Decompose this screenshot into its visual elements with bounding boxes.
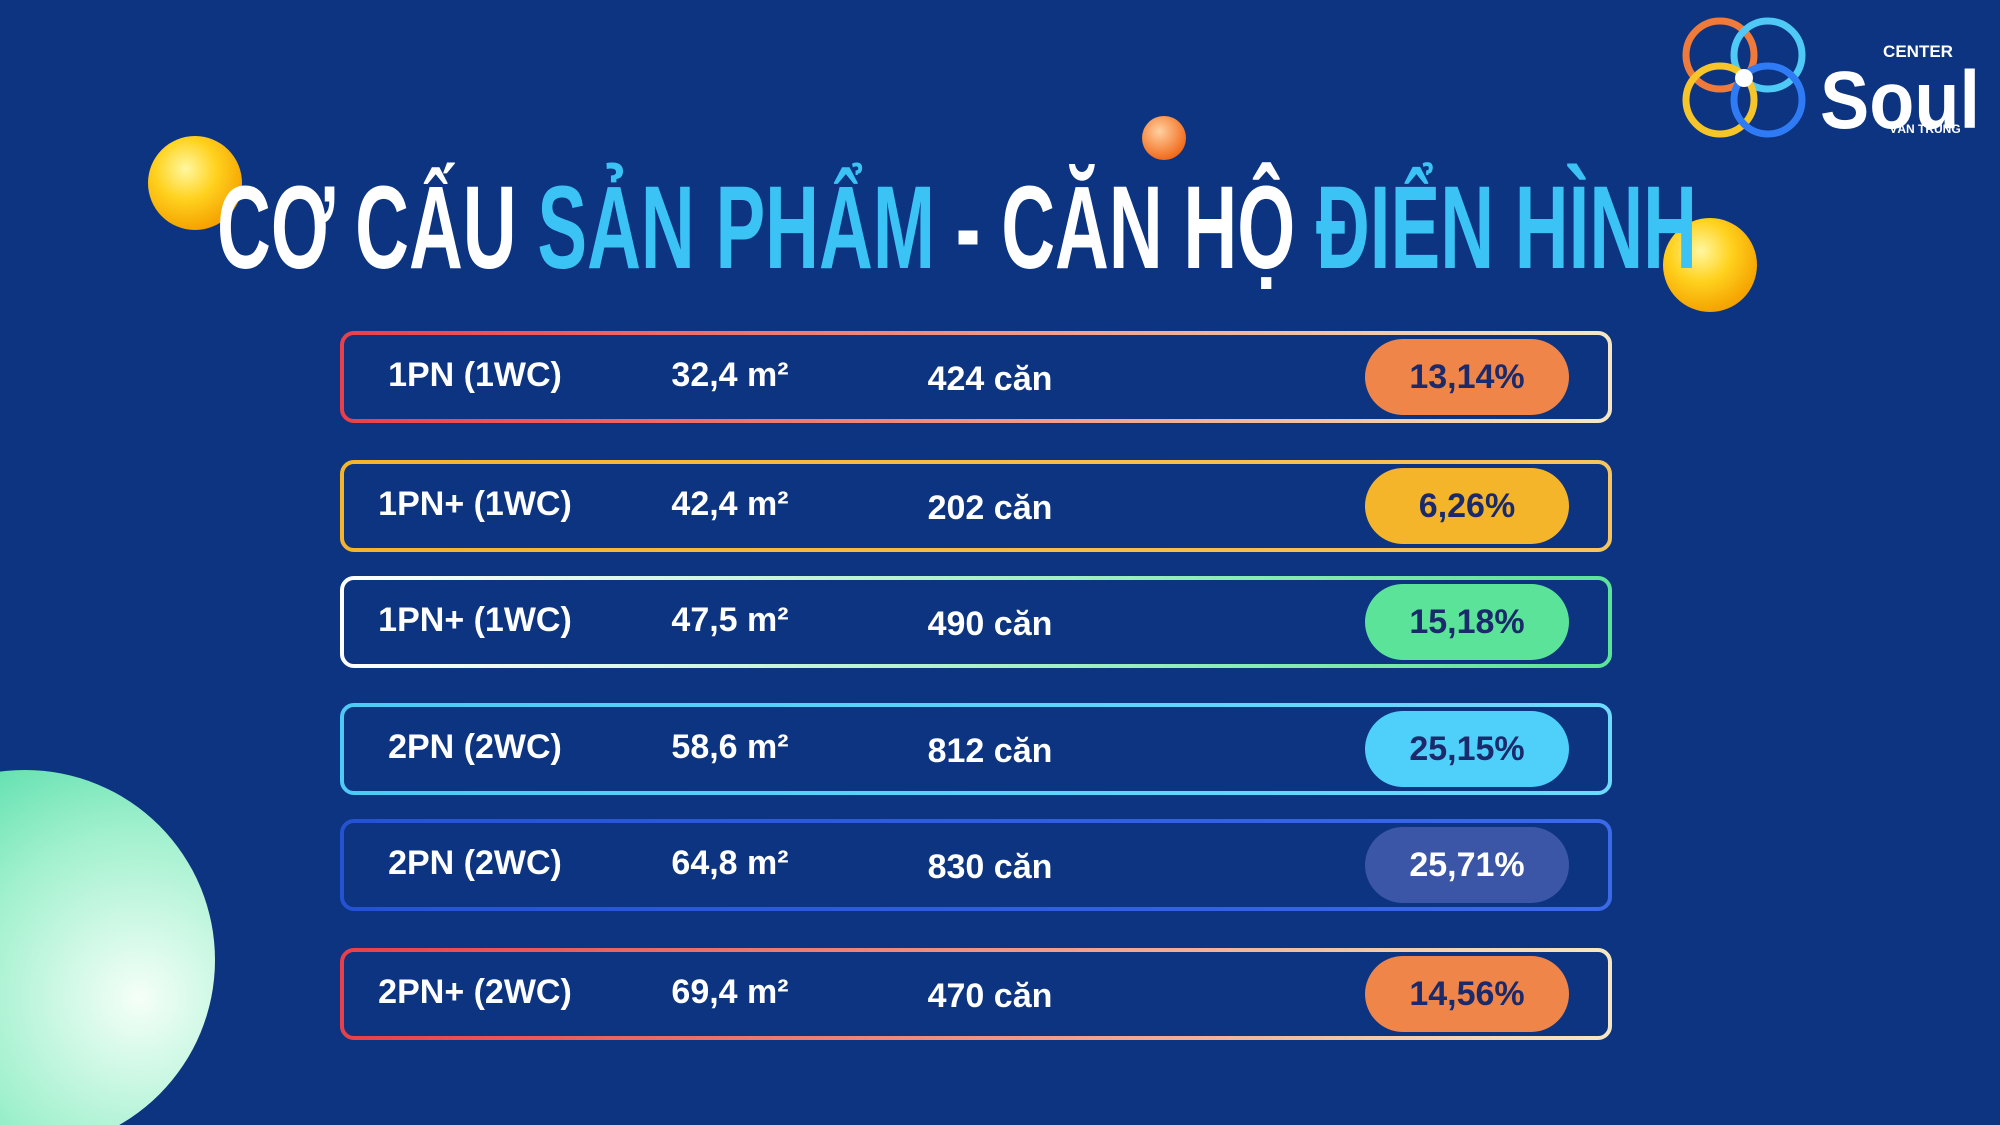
row-count: 812 căn [928, 732, 1053, 770]
decor-circle [1663, 218, 1757, 312]
title-part: CĂN HỘ [1001, 161, 1295, 294]
row-count: 202 căn [928, 489, 1053, 527]
row-type: 2PN+ (2WC) [378, 973, 572, 1011]
row-percent: 13,14% [1409, 358, 1524, 396]
row-frame [340, 703, 1612, 795]
row-area: 32,4 m² [671, 356, 788, 394]
logo-bottom: VĂN TRUNG [1889, 121, 1960, 136]
percent-pill [1365, 339, 1569, 415]
title-part: ĐIỂN HÌNH [1316, 161, 1697, 294]
row-area: 47,5 m² [671, 601, 788, 639]
row-type: 1PN+ (1WC) [378, 601, 572, 639]
row-type: 2PN (2WC) [388, 728, 562, 766]
row-area: 42,4 m² [671, 485, 788, 523]
row-count: 470 căn [928, 977, 1053, 1015]
table-row: 2PN+ (2WC) 69,4 m² 470 căn 14,56% [340, 948, 1612, 1040]
row-frame [340, 576, 1612, 668]
logo: CENTER Soul VĂN TRUNG [1682, 17, 1980, 146]
percent-pill [1365, 827, 1569, 903]
row-percent: 6,26% [1419, 487, 1515, 525]
row-area: 69,4 m² [671, 973, 788, 1011]
logo-ring [1730, 17, 1806, 93]
table-row: 1PN+ (1WC) 47,5 m² 490 căn 15,18% [340, 576, 1612, 668]
row-frame [340, 460, 1612, 552]
percent-pill [1365, 468, 1569, 544]
title-part: CƠ CẤU [217, 161, 517, 294]
decor-circle [1142, 116, 1186, 160]
row-type: 2PN (2WC) [388, 844, 562, 882]
row-percent: 25,15% [1409, 730, 1524, 768]
logo-ring [1682, 62, 1758, 138]
logo-ring [1682, 17, 1758, 93]
row-frame [340, 819, 1612, 911]
row-count: 424 căn [928, 360, 1053, 398]
row-count: 490 căn [928, 605, 1053, 643]
percent-pill [1365, 584, 1569, 660]
decor-circle [0, 770, 215, 1125]
row-count: 830 căn [928, 848, 1053, 886]
logo-ring [1730, 62, 1806, 138]
row-frame [340, 948, 1612, 1040]
row-area: 58,6 m² [671, 728, 788, 766]
row-area: 64,8 m² [671, 844, 788, 882]
title-part: - [956, 162, 981, 294]
table: 1PN (1WC) 32,4 m² 424 căn 13,14% 1PN+ (1WC) 4… [340, 331, 1612, 1040]
table-row: 1PN+ (1WC) 42,4 m² 202 căn 6,26% [340, 460, 1612, 552]
row-type: 1PN+ (1WC) [378, 485, 572, 523]
logo-name: Soul [1820, 55, 1980, 146]
decor-circle [148, 136, 242, 230]
row-type: 1PN (1WC) [388, 356, 562, 394]
percent-pill [1365, 711, 1569, 787]
row-percent: 25,71% [1409, 846, 1524, 884]
row-percent: 14,56% [1409, 975, 1524, 1013]
title: CƠ CẤU SẢN PHẨM - CĂN HỘ ĐIỂN HÌNH [217, 161, 1697, 294]
title-part: SẢN PHẨM [537, 161, 935, 294]
table-row: 1PN (1WC) 32,4 m² 424 căn 13,14% [340, 331, 1612, 423]
logo-dot [1735, 69, 1753, 87]
percent-pill [1365, 956, 1569, 1032]
table-row: 2PN (2WC) 58,6 m² 812 căn 25,15% [340, 703, 1612, 795]
row-frame [340, 331, 1612, 423]
table-row: 2PN (2WC) 64,8 m² 830 căn 25,71% [340, 819, 1612, 911]
row-percent: 15,18% [1409, 603, 1524, 641]
logo-top: CENTER [1883, 42, 1953, 61]
